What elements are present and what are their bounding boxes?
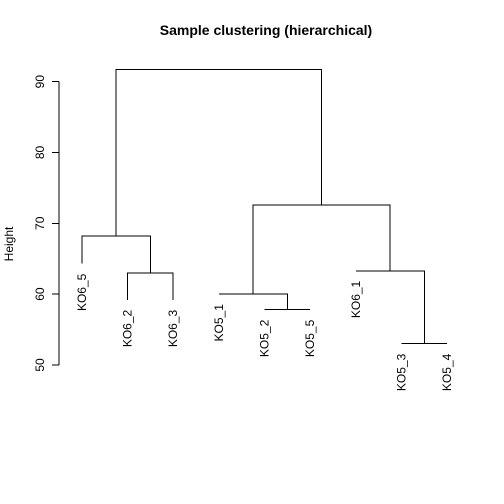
dendrogram-branches: [81, 69, 448, 345]
leaf-label: KO6_2: [121, 309, 135, 347]
y-axis: 50 60 70 80 90: [33, 75, 60, 372]
y-tick-label: 80: [33, 145, 47, 159]
leaf-label: KO5_4: [440, 353, 454, 391]
dendrogram-branch: [81, 235, 151, 273]
dendrogram-branch: [127, 272, 174, 300]
y-axis-label: Height: [2, 226, 16, 261]
leaf-label: KO6_5: [75, 273, 89, 311]
y-tick-label: 60: [33, 287, 47, 301]
dendrogram-branch: [218, 293, 288, 310]
dendrogram-branch: [252, 204, 391, 295]
chart-title: Sample clustering (hierarchical): [160, 22, 372, 38]
leaf-label: KO5_3: [395, 353, 409, 391]
y-tick-label: 90: [33, 75, 47, 89]
dendrogram-branch: [115, 69, 323, 237]
y-tick-label: 50: [33, 358, 47, 372]
leaf-label: KO5_1: [212, 304, 226, 342]
leaf-label: KO5_2: [258, 319, 272, 357]
leaf-label: KO6_1: [349, 280, 363, 318]
leaf-labels: KO6_5 KO6_2 KO6_3 KO5_1 KO5_2 KO5_5 KO6_1 KO5_3…: [75, 273, 454, 391]
y-tick-label: 70: [33, 216, 47, 230]
leaf-label: KO6_3: [166, 309, 180, 347]
leaf-label: KO5_5: [303, 319, 317, 357]
dendrogram-branch: [355, 270, 425, 344]
